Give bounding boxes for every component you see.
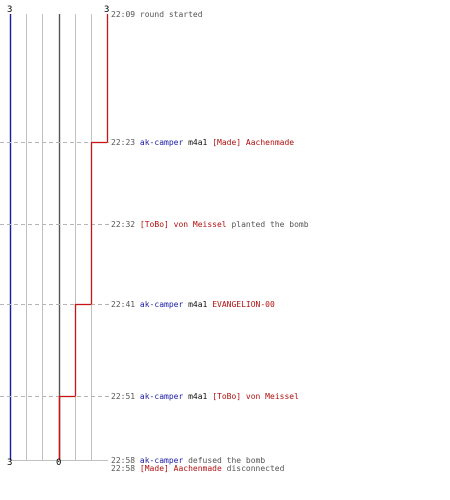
event-text-part: m4a1 [188, 300, 208, 309]
event-text-part: m4a1 [188, 392, 208, 401]
event-time: 22:58 [111, 464, 136, 473]
event-text-part: defused the bomb [188, 456, 266, 465]
event-row: 22:23 ak-camper m4a1 [Made] Aachenmade [111, 138, 294, 147]
event-text-part: ak-camper [139, 456, 184, 465]
event-text-part: m4a1 [188, 138, 208, 147]
event-row: 22:41 ak-camper m4a1 EVANGELION-00 [111, 300, 275, 309]
event-text-part: [ToBo] von Meissel [212, 392, 299, 401]
event-row: 22:58 [Made] Aachenmade disconnected [111, 464, 284, 473]
event-time: 22:32 [111, 220, 136, 229]
event-text-part: ak-camper [139, 300, 184, 309]
event-text-part: [Made] Aachenmade [212, 138, 295, 147]
event-time: 22:58 [111, 456, 136, 465]
event-row: 22:32 [ToBo] von Meissel planted the bom… [111, 220, 309, 229]
event-text-part: disconnected [226, 464, 285, 473]
event-row: 22:58 ak-camper defused the bomb [111, 456, 265, 465]
event-row: 22:09 round started [111, 10, 203, 19]
event-time: 22:41 [111, 300, 136, 309]
event-text-part: ak-camper [139, 138, 184, 147]
event-text-part: planted the bomb [231, 220, 309, 229]
event-time: 22:23 [111, 138, 136, 147]
event-text-part: round started [139, 10, 203, 19]
event-time: 22:09 [111, 10, 136, 19]
player-count-timeline-chart [0, 14, 110, 461]
zero-count-bottom-label: 0 [56, 458, 62, 468]
blue-count-top-label: 3 [7, 5, 13, 15]
event-time: 22:51 [111, 392, 136, 401]
event-text-part: ak-camper [139, 392, 184, 401]
blue-count-bottom-label: 3 [7, 458, 13, 468]
event-text-part: EVANGELION-00 [212, 300, 275, 309]
event-text-part: [ToBo] von Meissel [139, 220, 227, 229]
red-count-top-label: 3 [104, 5, 110, 15]
event-row: 22:51 ak-camper m4a1 [ToBo] von Meissel [111, 392, 299, 401]
event-text-part: [Made] Aachenmade [139, 464, 222, 473]
